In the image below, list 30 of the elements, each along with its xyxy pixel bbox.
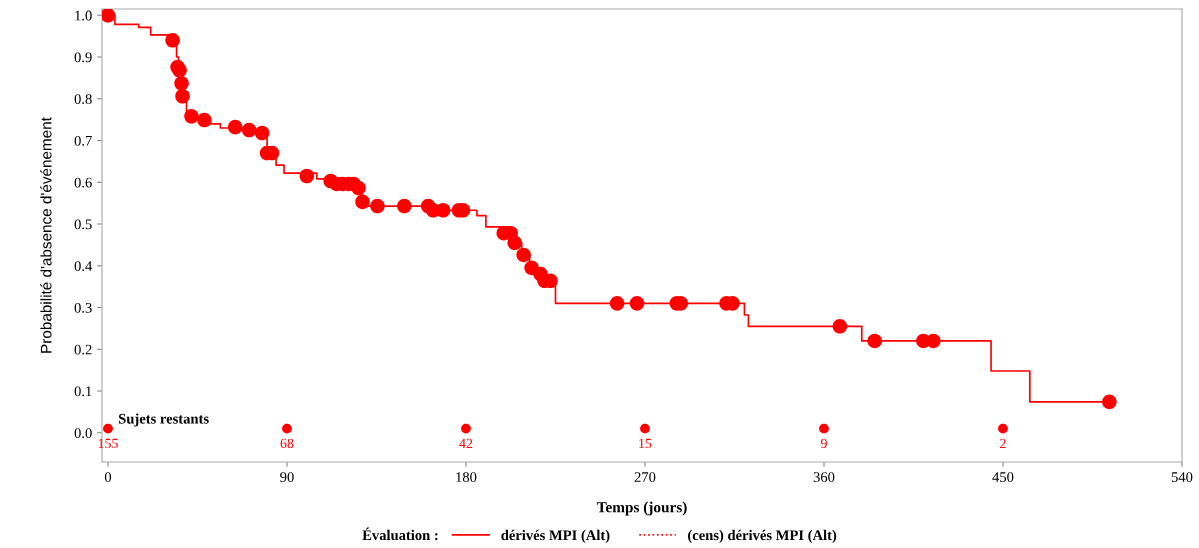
y-tick-label: 0.8 [74,94,92,105]
x-tick-label: 180 [456,472,477,482]
legend-label: dérivés MPI (Alt) [501,529,610,544]
x-tick-label: 450 [992,472,1014,482]
y-tick-label: 0.0 [74,428,92,439]
annotation: 9 [820,438,827,449]
y-tick-label: 1.0 [75,10,92,21]
y-tick-label: 0.6 [74,177,92,188]
x-tick-label: 0 [104,472,112,482]
annotation: 15 [639,438,652,449]
y-axis-title: Probabilité d'absence d'événement [40,117,52,353]
y-tick-label: 0.9 [74,52,92,63]
x-axis-title: Temps (jours) [596,501,687,516]
x-tick-label: 270 [634,472,656,482]
legend-title: Évaluation : [362,527,438,541]
annotation: Sujets restants [118,413,209,427]
annotation: 68 [280,438,294,449]
x-tick-label: 90 [280,472,294,482]
y-tick-label: 0.4 [74,261,93,272]
annotation: 155 [98,438,118,449]
x-tick-label: 360 [813,472,835,482]
y-tick-label: 0.7 [74,135,92,146]
y-tick-label: 0.5 [74,219,92,230]
annotation: 2 [1000,438,1006,448]
legend-label: (cens) dérivés MPI (Alt) [688,529,837,544]
annotation: 42 [459,438,473,448]
y-tick-label: 0.3 [74,302,92,313]
y-tick-label: 0.2 [74,344,92,355]
y-tick-label: 0.1 [74,386,92,397]
x-tick-label: 540 [1171,472,1193,482]
